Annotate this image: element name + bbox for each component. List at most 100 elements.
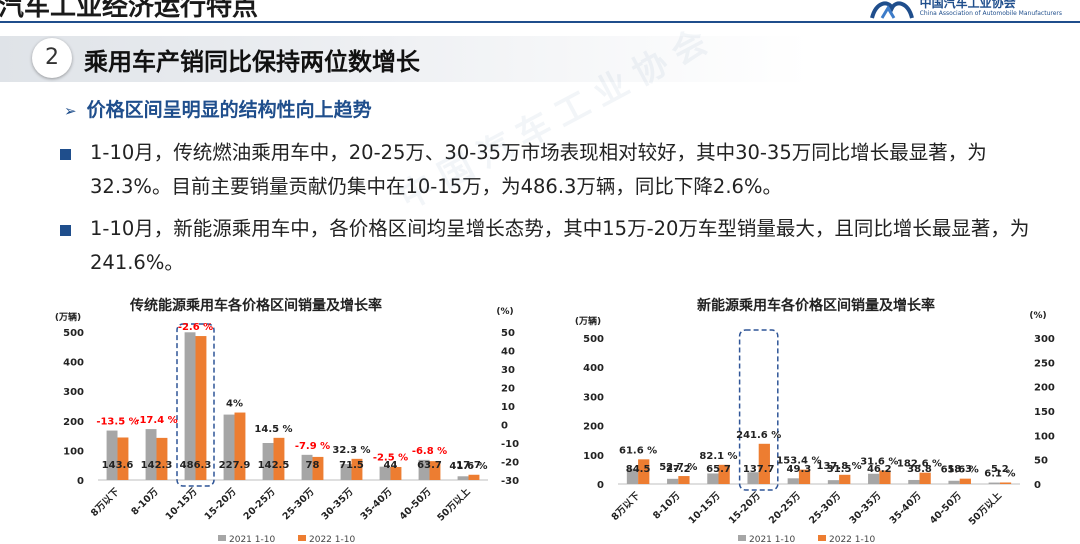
y2-tick-label: 100: [1034, 431, 1055, 442]
y2-tick-label: 250: [1034, 358, 1055, 369]
y2-axis-unit: (%): [496, 307, 513, 317]
bar-2022: [718, 464, 730, 484]
legend-label-2022: 2022 1-10: [829, 535, 875, 544]
bar-2021: [457, 476, 469, 480]
legend-label-2021: 2021 1-10: [229, 535, 275, 544]
header-divider: [0, 21, 1080, 23]
x-tick-label: 30-35万: [320, 486, 356, 522]
bar-value-label: 49.3: [787, 464, 812, 475]
bar-2021: [707, 473, 719, 484]
y2-tick-label: -20: [501, 458, 519, 469]
bar-2022: [879, 470, 891, 484]
x-tick-label: 35-40万: [888, 490, 924, 526]
bar-value-label: 18.3: [947, 464, 972, 475]
legend-swatch-2022: [818, 535, 826, 541]
subheading: ➢ 价格区间呈明显的结构性向上趋势: [64, 95, 372, 122]
bar-value-label: 63.7: [417, 460, 442, 471]
x-tick-label: 20-25万: [767, 490, 803, 526]
growth-rate-label: 31.6 %: [860, 457, 898, 468]
y-tick-label: 300: [63, 387, 84, 398]
y-tick-label: 0: [77, 476, 84, 487]
logo-english-name: China Association of Automobile Manufact…: [919, 10, 1062, 17]
caam-logo: 中国汽车工业协会 China Association of Automobile…: [868, 0, 1062, 22]
chart-title: 新能源乘用车各价格区间销量及增长率: [697, 297, 935, 314]
x-tick-label: 25-30万: [281, 486, 317, 522]
bar-2021: [827, 480, 840, 484]
bar-2022: [234, 412, 246, 480]
y2-tick-label: 50: [1034, 456, 1048, 467]
bar-2022: [117, 437, 129, 480]
chart-traditional-svg: 传统能源乘用车各价格区间销量及增长率(万辆)(%)010020030040050…: [55, 297, 519, 544]
growth-rate-label: 32.3 %: [332, 445, 370, 456]
bar-2021: [868, 473, 880, 484]
legend-swatch-2022: [298, 535, 306, 541]
bar-2021: [418, 459, 430, 480]
bar-2022: [839, 474, 851, 484]
y-tick-label: 400: [583, 363, 604, 374]
y2-tick-label: 200: [1034, 383, 1055, 394]
page-header-title: 汽车工业经济运行特点: [0, 0, 259, 22]
growth-rate-label: 61.6 %: [619, 445, 657, 456]
growth-rate-label: 41.6 %: [449, 461, 487, 472]
bar-2022: [273, 437, 285, 480]
paragraph-2-text: 1-10月，新能源乘用车中，各价格区间均呈增长态势，其中15万-20万车型销量最…: [90, 217, 1030, 274]
y2-tick-label: 30: [501, 365, 515, 376]
bar-value-label: 27.2: [666, 464, 691, 475]
bar-2022: [959, 478, 971, 484]
chart-traditional: 传统能源乘用车各价格区间销量及增长率 (万辆) (%) 0 100 200 300 400 50…: [40, 290, 560, 544]
y2-tick-label: 40: [501, 347, 515, 358]
x-tick-label: 50万以上: [966, 489, 1004, 527]
x-tick-label: 10-15万: [687, 490, 723, 526]
bar-2021: [787, 478, 799, 484]
bar-2022: [156, 437, 168, 480]
top-bar: 汽车工业经济运行特点 中国汽车工业协会 China Association of…: [0, 0, 1080, 22]
bar-2022: [798, 469, 811, 484]
y-axis-unit: (万辆): [575, 315, 601, 327]
y-tick-label: 500: [63, 328, 84, 339]
x-tick-label: 30-35万: [847, 490, 883, 526]
bar-2021: [340, 464, 352, 480]
bar-2021: [626, 468, 639, 484]
x-tick-label: 20-25万: [242, 486, 278, 522]
bar-2021: [747, 472, 759, 484]
growth-rate-label: 182.6 %: [897, 459, 942, 470]
bar-2021: [301, 454, 313, 480]
bar-2022: [195, 336, 207, 480]
y-axis-unit: (万辆): [55, 311, 81, 323]
growth-rate-label: 65.6 %: [941, 465, 979, 476]
bar-value-label: 65.7: [706, 464, 731, 475]
square-bullet-icon: [60, 149, 71, 160]
bar-value-label: 38.8: [907, 464, 932, 475]
bar-2022: [638, 459, 650, 484]
bar-value-label: 137.7: [743, 464, 775, 475]
growth-rate-label: -17.4 %: [135, 415, 177, 426]
x-tick-label: 50万以上: [435, 485, 473, 523]
chart-nev-svg: 新能源乘用车各价格区间销量及增长率(万辆)(%)0100200300400500…: [575, 297, 1055, 544]
bar-value-label: 17.7: [456, 460, 481, 471]
bar-value-label: 44: [384, 460, 398, 471]
legend-swatch-2021: [738, 535, 746, 541]
y2-tick-label: 20: [501, 384, 515, 395]
x-tick-label: 35-40万: [359, 486, 395, 522]
bar-2021: [948, 480, 960, 484]
bar-value-label: 142.3: [141, 460, 173, 471]
bar-value-label: 5.2: [991, 464, 1009, 475]
y-tick-label: 300: [583, 392, 604, 403]
bar-2022: [678, 476, 690, 484]
subheading-text: 价格区间呈明显的结构性向上趋势: [86, 99, 372, 121]
y-tick-label: 200: [63, 417, 84, 428]
x-tick-label: 8-10万: [129, 486, 161, 518]
bar-2022: [919, 472, 931, 484]
legend-label-2022: 2022 1-10: [309, 535, 355, 544]
growth-rate-label: 153.4 %: [776, 456, 821, 467]
bar-2021: [379, 466, 391, 480]
bar-2021: [908, 479, 920, 484]
growth-rate-label: 241.6 %: [736, 430, 781, 441]
bar-value-label: 31.5: [827, 464, 852, 475]
x-tick-label: 40-50万: [398, 486, 434, 522]
bar-value-label: 84.5: [626, 464, 651, 475]
growth-rate-label: 14.5 %: [254, 424, 292, 435]
bar-value-label: 227.9: [219, 460, 251, 471]
section-number: 2: [32, 38, 72, 78]
legend-swatch-2021: [218, 535, 226, 541]
